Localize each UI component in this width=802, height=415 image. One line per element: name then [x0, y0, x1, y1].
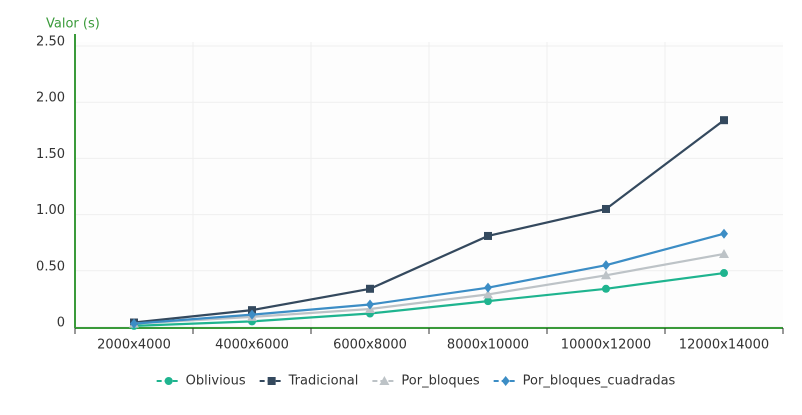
marker — [720, 228, 728, 239]
legend-label: Por_bloques — [401, 374, 479, 389]
y-tick-label: 2.00 — [36, 91, 65, 106]
x-tick-label: 8000x10000 — [447, 338, 529, 353]
x-tick-label: 2000x4000 — [97, 338, 171, 353]
y-tick-label: 0.50 — [36, 259, 65, 274]
marker — [484, 231, 492, 240]
legend: Oblivious Tradicional Por_bloques Por_bloqu… — [156, 374, 676, 389]
marker — [164, 377, 173, 385]
legend-label: Oblivious — [186, 374, 246, 389]
marker — [248, 309, 256, 320]
legend-item: Tradicional — [259, 374, 359, 389]
legend-item: Por_bloques — [372, 374, 480, 389]
marker — [719, 248, 729, 258]
marker — [720, 116, 728, 125]
legend-label: Tradicional — [288, 374, 359, 389]
marker — [484, 297, 492, 306]
marker — [130, 318, 138, 329]
x-tick-label: 12000x14000 — [679, 338, 769, 353]
series-line — [133, 119, 725, 324]
marker — [267, 377, 276, 385]
marker — [483, 289, 493, 299]
legend-item: Por_bloques_cuadradas — [493, 374, 676, 389]
marker — [379, 376, 390, 385]
x-tick-label: 10000x12000 — [561, 338, 651, 353]
y-axis-label: Valor (s) — [46, 17, 100, 32]
legend-label: Por_bloques_cuadradas — [523, 374, 676, 389]
series-line — [133, 271, 725, 327]
y-tick-label: 2.50 — [36, 35, 65, 50]
marker — [720, 269, 728, 278]
marker — [501, 376, 510, 386]
marker — [602, 260, 610, 271]
series-line — [133, 252, 725, 325]
marker — [602, 204, 610, 213]
x-tick-label: 4000x6000 — [215, 338, 289, 353]
series-line — [133, 232, 725, 325]
marker — [484, 282, 492, 293]
y-tick-label: 1.50 — [36, 147, 65, 162]
y-tick-label: 1.00 — [36, 203, 65, 218]
legend-item: Oblivious — [156, 374, 246, 389]
y-tick-label: 0 — [57, 316, 65, 331]
marker — [601, 270, 611, 280]
marker — [366, 284, 374, 293]
marker — [366, 299, 374, 310]
x-tick-label: 6000x8000 — [333, 338, 407, 353]
marker — [602, 284, 610, 293]
